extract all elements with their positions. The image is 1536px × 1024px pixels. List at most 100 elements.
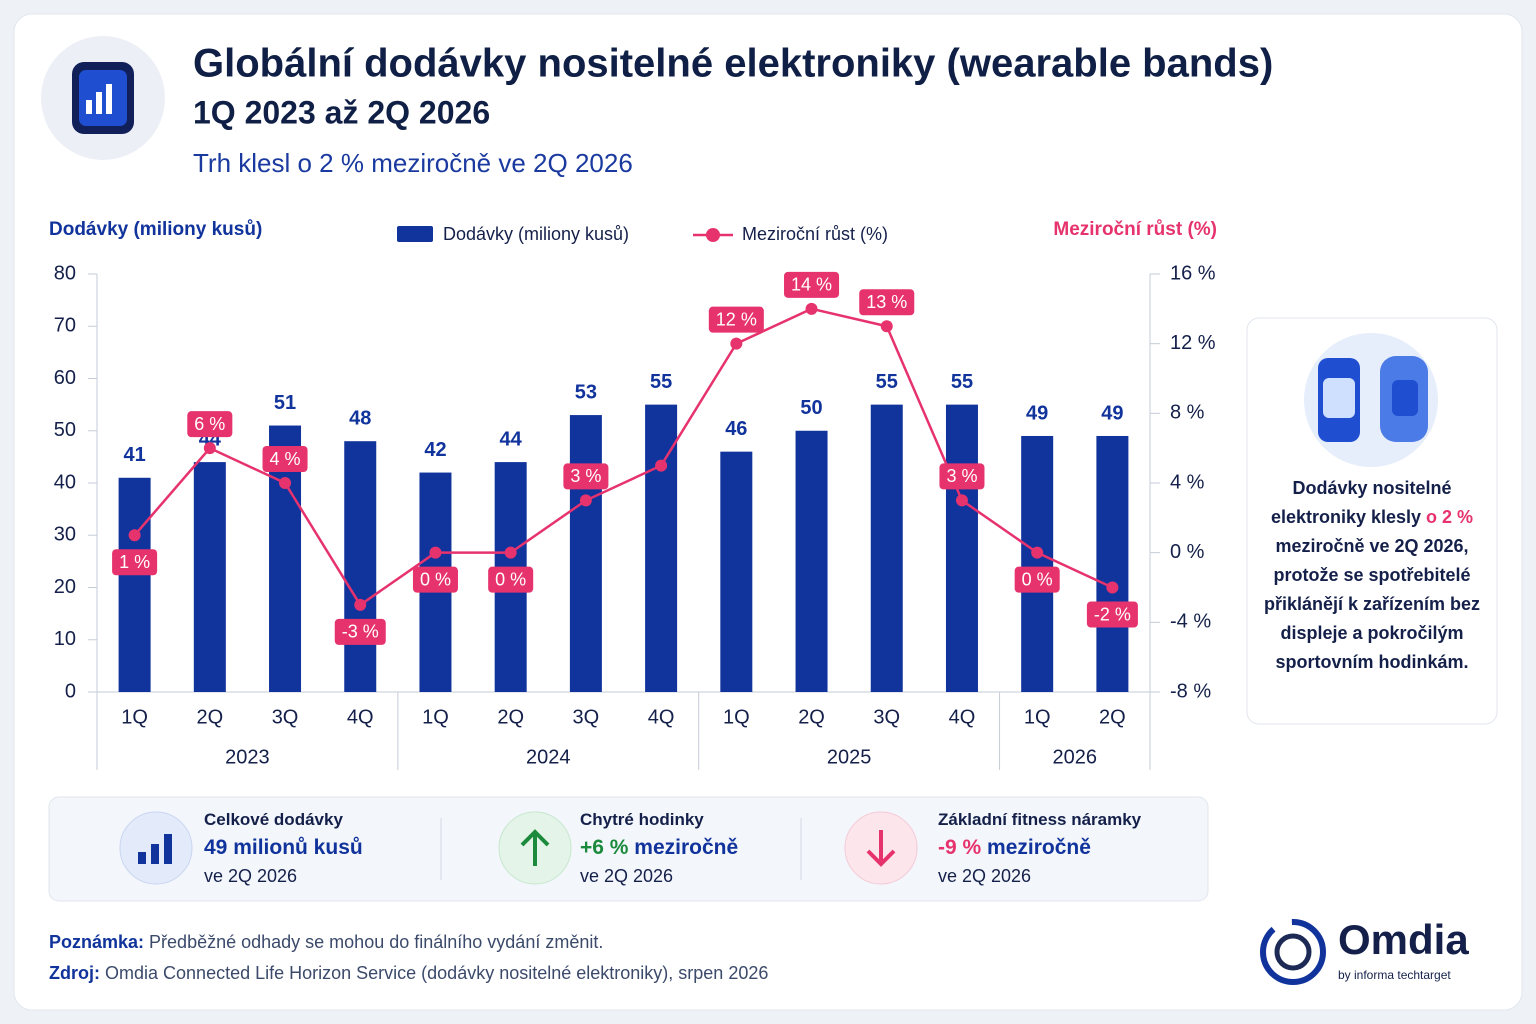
bar [945,404,978,692]
line-label-bg [859,289,915,316]
x-tick-label: 4Q [648,706,675,728]
header-icon [106,84,112,114]
bar-label: 55 [951,371,973,393]
x-tick-label: 4Q [949,706,976,728]
logo: Omdia [1338,916,1469,963]
bar [1096,435,1129,692]
line-point [504,546,517,559]
line-label: 0 % [420,569,451,589]
line-point [279,477,292,489]
bar-label: 55 [876,371,898,393]
y-tick-label: 40 [54,471,76,493]
line-label: 3 % [946,466,977,486]
line-label-bg [708,306,764,333]
year-label: 2024 [526,746,571,768]
y2-tick-label: 8 % [1170,402,1205,424]
line-point [579,494,592,507]
x-tick-label: 4Q [347,706,374,728]
x-tick-label: 3Q [873,706,900,728]
x-tick-label: 1Q [1024,706,1051,728]
bar [795,430,828,692]
line-label: 14 % [791,275,832,295]
card [13,13,1523,1011]
header-icon [96,92,102,114]
y-tick-label: 0 [65,680,76,702]
x-tick-label: 3Q [573,706,600,728]
title: Globální dodávky nositelné elektroniky (… [193,42,1273,86]
side-text: Dodávky nositelné elektroniky klesly o 2… [1262,474,1482,677]
line-point [655,459,668,472]
x-tick-label: 3Q [272,706,299,728]
line-label-bg [488,566,534,593]
y-axis-title: Dodávky (miliony kusů) [49,219,262,240]
bar-label: 55 [650,371,672,393]
bar [870,404,903,692]
bar [645,404,678,692]
kpi-icon [138,852,146,864]
line-label: 0 % [495,569,526,589]
bar-label: 49 [1026,402,1048,424]
y2-tick-label: 12 % [1170,332,1216,354]
kpi-period: ve 2Q 2026 [938,866,1032,886]
line-point [880,320,893,333]
kpi-period: ve 2Q 2026 [204,866,298,886]
kpi-icon [520,829,550,866]
bar-label: 50 [800,397,822,419]
logo-icon [1274,933,1312,971]
year-label: 2025 [827,746,872,768]
kpi-icon [151,844,159,864]
bar [720,451,753,692]
line-label: 4 % [270,449,301,469]
line-point [730,337,743,350]
kpi-value: 49 milionů kusů [204,836,363,859]
line-label-bg [563,463,609,490]
bar-label: 42 [424,439,446,461]
kpi-period: ve 2Q 2026 [580,866,674,886]
line-label: 1 % [119,552,150,572]
bar-label: 49 [1101,402,1123,424]
line-label-bg [187,411,233,438]
kpi: Základní fitness náramky -9 % meziročně ve… [938,810,1141,887]
legend-swatch [706,228,720,242]
y-tick-label: 70 [54,315,76,337]
note-text: Předběžné odhady se mohou do finálního v… [149,932,604,952]
legend-swatch [397,226,433,242]
line-label: -3 % [342,622,379,642]
note: Poznámka: Předběžné odhady se mohou do f… [49,932,603,953]
y-tick-label: 10 [54,628,76,650]
x-tick-label: 1Q [723,706,750,728]
line-label-bg [112,549,158,576]
legend-label: Dodávky (miliony kusů) [443,224,629,244]
y2-tick-label: -8 % [1170,680,1211,702]
y2-tick-label: -4 % [1170,611,1211,633]
x-tick-label: 2Q [798,706,825,728]
source-text: Omdia Connected Life Horizon Service (do… [105,963,769,983]
side-icon [1323,378,1355,418]
y2-tick-label: 0 % [1170,541,1205,563]
line-label-bg [939,463,985,490]
line-point [203,442,216,455]
y-tick-label: 20 [54,576,76,598]
kpi-icon [164,834,172,864]
x-tick-label: 2Q [196,706,223,728]
y-tick-label: 50 [54,419,76,441]
year-label: 2023 [225,746,270,768]
line-point [1031,546,1044,559]
line-label: 6 % [194,414,225,434]
kpi-change: -9 % [938,836,982,859]
y-tick-label: 60 [54,367,76,389]
bar-label: 51 [274,392,296,414]
kpi: Celkové dodávky 49 milionů kusů ve 2Q 2026 [204,810,363,887]
header-icon [79,70,127,126]
x-tick-label: 1Q [422,706,449,728]
y-tick-label: 80 [54,262,76,284]
side-text: Dodávky nositelné elektroniky klesly [1270,478,1452,527]
x-tick-label: 2Q [1099,706,1126,728]
side-text: meziročně ve 2Q 2026, protože se spotřeb… [1263,536,1481,672]
line-label-bg [784,271,840,298]
line-point [429,546,442,559]
header-icon [86,100,92,114]
note-label: Poznámka: [49,932,145,952]
bar-label: 48 [349,407,371,429]
